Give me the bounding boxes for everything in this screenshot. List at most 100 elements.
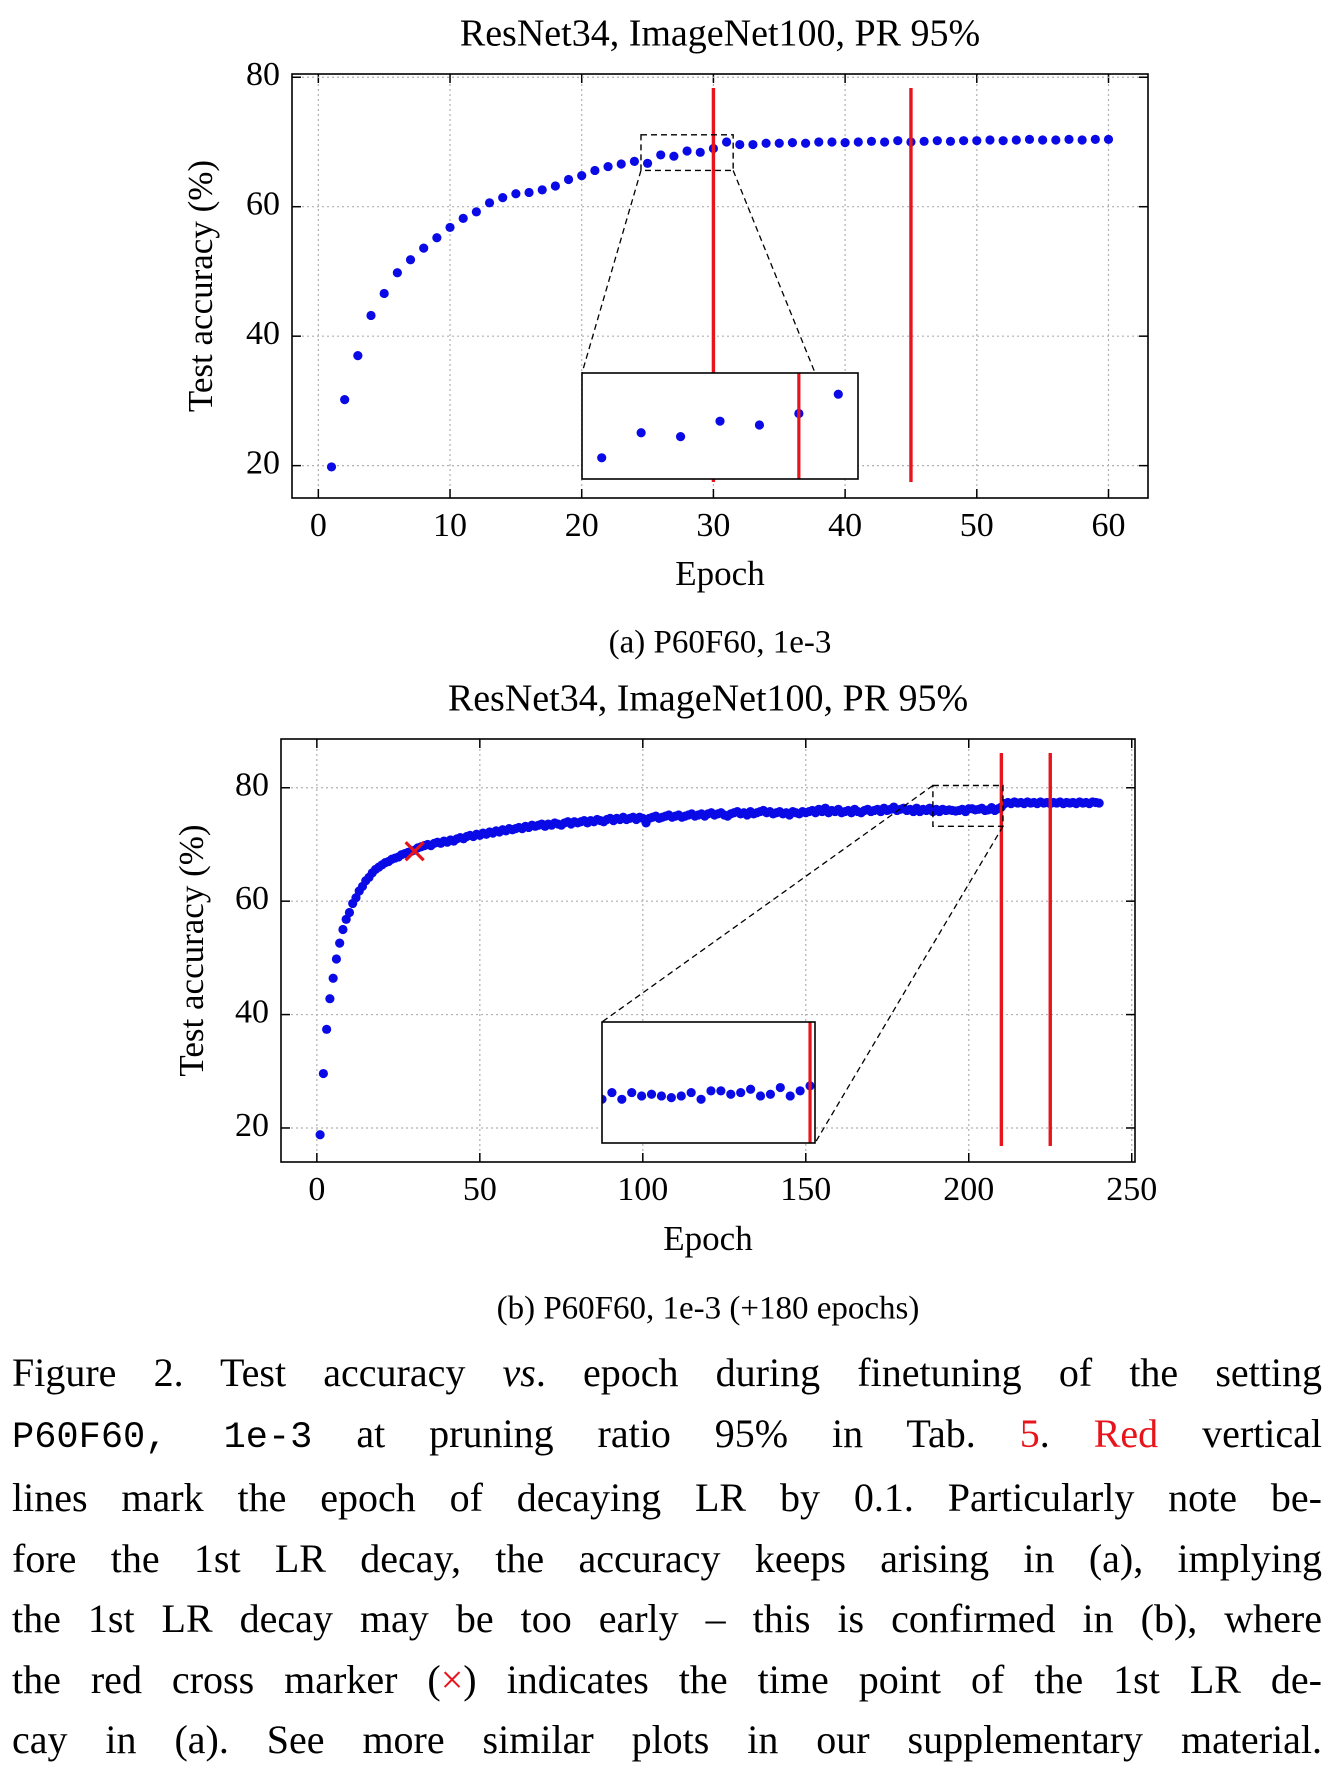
data-point xyxy=(315,1130,325,1140)
x-tick-label: 60 xyxy=(1091,507,1125,544)
caption-text: . epoch during finetuning of the setting xyxy=(535,1350,1323,1395)
data-point xyxy=(1051,135,1061,145)
inset-point xyxy=(755,1091,766,1101)
inset-point xyxy=(675,432,686,442)
data-point xyxy=(1090,134,1100,144)
subfigure-caption: (a) P60F60, 1e-3 xyxy=(609,625,832,661)
data-point xyxy=(335,938,345,948)
inset-frame xyxy=(601,1021,816,1144)
x-tick-label: 100 xyxy=(617,1171,668,1208)
caption-line: cay in (a). See more similar plots in ou… xyxy=(12,1710,1322,1771)
data-point xyxy=(616,159,626,169)
caption-text: cay in (a). See more similar plots in ou… xyxy=(12,1717,1322,1762)
caption-text: fore the 1st LR decay, the accuracy keep… xyxy=(12,1535,1322,1581)
caption-text: × xyxy=(440,1656,464,1702)
caption-line: P60F60, 1e-3 at pruning ratio 95% in Tab… xyxy=(12,1404,1322,1469)
inset-background xyxy=(602,1022,815,1143)
inset-frame xyxy=(581,372,859,480)
inset-point xyxy=(602,1094,607,1104)
data-point xyxy=(353,350,363,361)
data-point xyxy=(379,288,389,299)
data-point xyxy=(774,138,784,148)
data-point xyxy=(853,137,863,147)
data-point xyxy=(484,198,495,208)
caption-line: the 1st LR decay may be too early – this… xyxy=(12,1589,1322,1650)
zoom-connector xyxy=(581,170,642,374)
inset-point xyxy=(646,1089,657,1099)
data-point xyxy=(985,135,995,145)
data-point xyxy=(814,137,824,147)
caption-text: P60F60, 1e-3 xyxy=(12,1416,313,1459)
y-axis-label: Test accuracy (%) xyxy=(172,824,211,1076)
data-point xyxy=(351,893,361,903)
y-axis-label: Test accuracy (%) xyxy=(181,160,220,412)
data-point xyxy=(537,185,547,195)
data-point xyxy=(338,924,348,935)
y-tick-label: 20 xyxy=(246,444,280,481)
data-point xyxy=(1077,135,1087,145)
data-point xyxy=(550,181,560,191)
data-point xyxy=(801,138,811,148)
x-tick-label: 0 xyxy=(310,507,327,544)
inset-point xyxy=(754,420,765,430)
data-point xyxy=(511,189,521,199)
caption-line: fore the 1st LR decay, the accuracy keep… xyxy=(12,1529,1322,1590)
inset-background xyxy=(582,373,858,479)
data-point xyxy=(1103,134,1114,144)
subfigure-caption: (b) P60F60, 1e-3 (+180 epochs) xyxy=(497,1291,920,1327)
inset-plot xyxy=(597,373,843,479)
inset-point xyxy=(775,1082,785,1093)
caption-text: Red xyxy=(1093,1410,1159,1456)
data-point xyxy=(880,137,890,147)
caption-text: vertical xyxy=(1158,1410,1322,1456)
zoom-region xyxy=(640,134,734,172)
zoom-connector xyxy=(814,825,1004,1144)
y-tick-label: 40 xyxy=(235,993,269,1030)
inset-point xyxy=(636,428,646,438)
inset-point xyxy=(607,1087,617,1098)
caption-text: . xyxy=(1039,1410,1094,1456)
y-tick-label: 80 xyxy=(246,56,280,93)
data-point xyxy=(1038,135,1048,145)
inset-point xyxy=(696,1094,706,1104)
data-point xyxy=(325,994,335,1004)
data-point xyxy=(392,268,402,278)
inset-point xyxy=(736,1087,746,1098)
x-tick-label: 50 xyxy=(960,507,994,544)
data-point xyxy=(972,136,982,146)
x-tick-label: 250 xyxy=(1106,1171,1157,1208)
data-point xyxy=(366,310,376,321)
chart-title: ResNet34, ImageNet100, PR 95% xyxy=(460,13,980,55)
data-point xyxy=(524,187,534,198)
caption-text: vs xyxy=(502,1350,536,1395)
inset-point xyxy=(716,1086,726,1096)
zoom-connector xyxy=(601,784,934,1023)
caption-line: lines mark the epoch of decaying LR by 0… xyxy=(12,1468,1322,1529)
data-point xyxy=(656,150,666,160)
data-point xyxy=(721,137,732,147)
figure-caption: Figure 2. Test accuracy vs. epoch during… xyxy=(12,1343,1322,1771)
y-tick-label: 80 xyxy=(235,767,269,804)
inset-plot xyxy=(602,1022,815,1143)
inset-point xyxy=(715,416,725,426)
data-point xyxy=(419,243,429,253)
x-tick-label: 50 xyxy=(463,1171,497,1208)
data-point xyxy=(787,138,798,148)
inset-point xyxy=(666,1093,676,1103)
data-point xyxy=(340,395,350,405)
inset-point xyxy=(795,1086,805,1096)
inset-point xyxy=(617,1094,627,1104)
plot-frame xyxy=(291,73,1149,499)
data-point xyxy=(761,138,771,148)
data-point xyxy=(458,213,468,223)
caption-text: the 1st LR decay may be too early – this… xyxy=(12,1596,1322,1641)
data-point xyxy=(322,1024,332,1034)
cross-marker xyxy=(404,841,425,862)
x-tick-label: 150 xyxy=(780,1171,831,1208)
data-point xyxy=(341,914,351,924)
data-point xyxy=(1024,134,1035,144)
x-axis-label: Epoch xyxy=(663,1219,753,1258)
data-point xyxy=(735,139,745,150)
zoom-region xyxy=(932,784,1004,828)
